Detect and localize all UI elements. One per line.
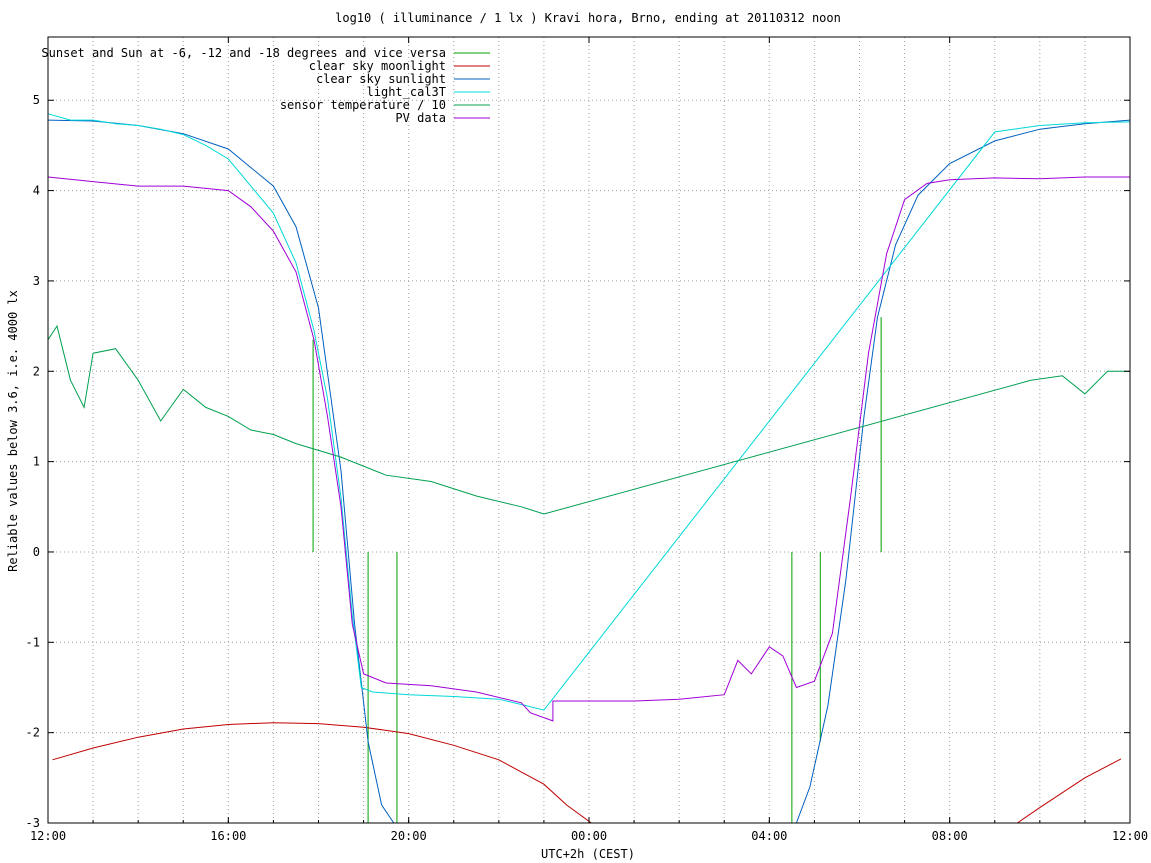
axis-ticks: -3 -2 -1 0 1 2 3 4 5 12:00 16:00 20:00 00:00 04:00 08:… [26,37,1148,843]
x-tick-label: 16:00 [210,829,246,843]
series-1 [312,317,882,823]
grid-lines [48,37,1130,823]
y-tick-label: -1 [26,635,40,649]
legend: Sunset and Sun at -6, -12 and -18 degree… [41,46,490,125]
series-2 [52,722,1122,824]
series-line [47,324,1130,515]
y-axis-label: Reliable values below 3.6, i.e. 4000 lx [6,290,20,572]
legend-label: Sunset and Sun at -6, -12 and -18 degree… [41,46,446,60]
legend-label: clear sky moonlight [309,59,446,73]
y-tick-label: 3 [33,274,40,288]
series-line [47,176,1130,722]
y-tick-label: -3 [26,816,40,830]
legend-label: light_cal3T [367,85,446,99]
x-tick-label: 20:00 [391,829,427,843]
x-axis-label: UTC+2h (CEST) [541,847,635,861]
series-layer [47,113,1131,824]
x-tick-label: 08:00 [932,829,968,843]
x-tick-label: 12:00 [30,829,66,843]
series-line [47,113,1131,711]
y-tick-label: -2 [26,726,40,740]
chart-title: log10 ( illuminance / 1 lx ) Kravi hora,… [335,11,841,25]
y-tick-label: 2 [33,364,40,378]
y-tick-label: 4 [33,184,40,198]
x-tick-label: 00:00 [571,829,607,843]
series-4 [47,113,1131,711]
x-tick-label: 12:00 [1112,829,1148,843]
y-tick-label: 5 [33,93,40,107]
legend-label: clear sky sunlight [316,72,446,86]
series-line [52,722,1122,824]
series-5 [47,324,1130,515]
series-6 [47,176,1130,722]
legend-label: PV data [395,111,446,125]
legend-label: sensor temperature / 10 [280,98,446,112]
y-tick-label: 1 [33,455,40,469]
x-tick-label: 04:00 [751,829,787,843]
y-tick-label: 0 [33,545,40,559]
